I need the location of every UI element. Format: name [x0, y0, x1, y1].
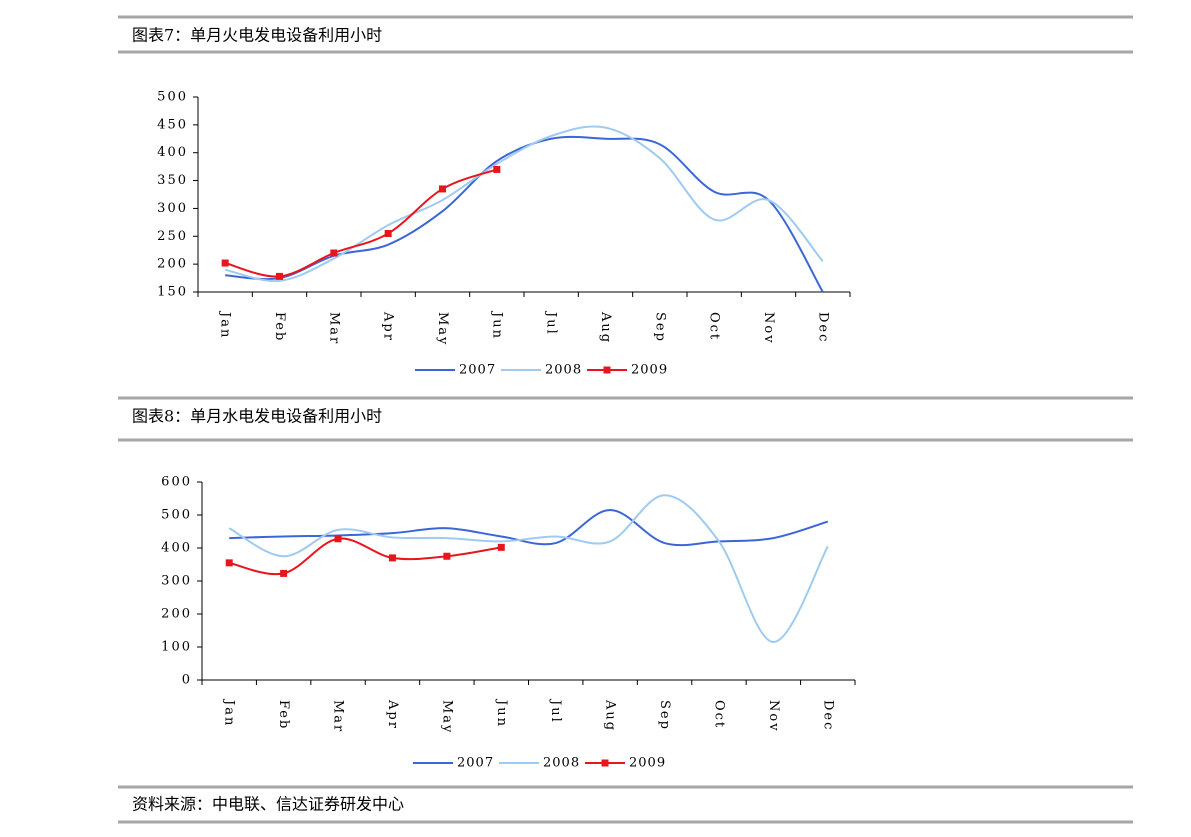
x-tick-label: Mar: [326, 312, 341, 345]
y-tick-label: 0: [182, 673, 192, 688]
x-tick-label: Jun: [489, 310, 504, 340]
x-tick-label: Jul: [548, 698, 563, 724]
y-tick-label: 350: [157, 173, 188, 188]
x-tick-label: Jan: [222, 698, 237, 727]
legend-label: 2009: [629, 756, 666, 771]
y-tick-label: 300: [161, 574, 192, 589]
series-line: [224, 168, 498, 278]
x-tick-label: Jan: [218, 310, 233, 339]
marker: [225, 559, 233, 567]
marker: [280, 569, 288, 577]
y-tick-label: 300: [157, 201, 188, 216]
y-tick-label: 500: [157, 90, 188, 105]
y-tick-label: 600: [161, 475, 192, 490]
legend-label: 2007: [459, 363, 496, 378]
series-line: [228, 537, 502, 576]
marker: [221, 259, 229, 267]
y-tick-label: 150: [157, 285, 188, 300]
legend-label: 2008: [543, 756, 580, 771]
y-tick-label: 100: [161, 640, 192, 655]
legend-label: 2008: [545, 363, 582, 378]
marker: [497, 543, 505, 551]
x-tick-label: Nov: [766, 700, 781, 733]
x-tick-label: Mar: [331, 700, 346, 733]
legend-label: 2007: [457, 756, 494, 771]
y-tick-label: 500: [161, 508, 192, 523]
marker: [443, 552, 451, 560]
y-tick-label: 200: [157, 257, 188, 272]
source: 资料来源：中电联、信达证券研发中心: [132, 795, 404, 814]
y-tick-label: 450: [157, 117, 188, 132]
x-tick-label: Oct: [711, 700, 726, 729]
marker: [493, 165, 501, 173]
x-tick-label: Apr: [381, 311, 396, 342]
x-tick-label: Aug: [603, 699, 618, 732]
x-tick-label: May: [439, 700, 454, 734]
x-tick-label: Feb: [272, 312, 287, 342]
y-tick-label: 400: [157, 145, 188, 160]
marker: [330, 249, 338, 257]
chart-title: 图表7：单月火电发电设备利用小时: [132, 26, 382, 45]
y-tick-label: 400: [161, 541, 192, 556]
x-tick-label: Oct: [707, 312, 722, 341]
x-tick-label: Aug: [598, 311, 613, 344]
series-line: [228, 494, 829, 644]
x-tick-label: Sep: [652, 312, 667, 343]
x-tick-label: Dec: [820, 700, 835, 731]
x-tick-label: Jul: [544, 310, 559, 336]
x-tick-label: Nov: [761, 312, 776, 345]
legend-label: 2009: [631, 363, 668, 378]
x-tick-label: May: [435, 312, 450, 346]
y-tick-label: 250: [157, 229, 188, 244]
marker: [388, 554, 396, 562]
marker: [276, 272, 283, 280]
series-line: [224, 125, 824, 282]
marker: [439, 185, 446, 193]
x-tick-label: Apr: [385, 699, 400, 730]
x-tick-label: Feb: [276, 700, 291, 730]
chart-title: 图表8：单月水电发电设备利用小时: [132, 407, 382, 426]
x-tick-label: Sep: [657, 700, 672, 731]
x-tick-label: Dec: [815, 312, 830, 343]
x-tick-label: Jun: [494, 698, 509, 728]
legend-marker: [601, 759, 609, 767]
y-tick-label: 200: [161, 607, 192, 622]
marker: [334, 535, 342, 543]
legend-marker: [603, 366, 611, 374]
marker: [384, 230, 392, 237]
